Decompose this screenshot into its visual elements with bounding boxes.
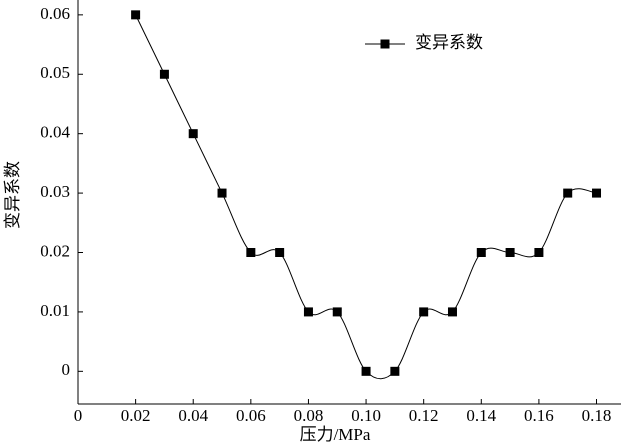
marker [390,366,400,376]
x-tick-label: 0.10 [351,406,381,425]
marker [275,248,285,257]
series-line [135,14,597,380]
x-tick-label: 0.16 [524,406,554,425]
x-tick-label: 0.12 [409,406,439,425]
marker [361,366,371,376]
marker [534,248,544,257]
y-tick-label: 0.06 [40,4,70,23]
x-tick-label: 0.06 [236,406,266,425]
marker [131,10,141,20]
marker [332,307,342,317]
x-tick-label: 0.02 [121,406,151,425]
x-tick-label: 0.18 [582,406,612,425]
marker [505,248,515,257]
marker [188,129,198,139]
marker [419,307,429,317]
marker [217,188,227,198]
marker [159,69,169,79]
y-tick-label: 0.01 [40,301,70,320]
marker [246,248,256,257]
x-tick-label: 0.08 [294,406,324,425]
y-tick-label: 0.03 [40,182,70,201]
marker [447,307,457,317]
x-tick-label: 0 [74,406,83,425]
marker [592,188,602,198]
marker [476,248,486,257]
x-tick-label: 0.04 [178,406,208,425]
legend-marker [380,39,390,49]
y-tick-label: 0.05 [40,63,70,82]
x-axis-label: 压力/MPa [300,425,371,444]
y-tick-label: 0.02 [40,241,70,260]
y-tick-label: 0 [62,360,71,379]
legend-label: 变异系数 [415,33,483,52]
x-tick-label: 0.14 [466,406,496,425]
y-axis-label: 变异系数 [3,161,22,229]
y-tick-label: 0.04 [40,123,70,142]
marker [303,307,313,317]
marker [563,188,573,198]
